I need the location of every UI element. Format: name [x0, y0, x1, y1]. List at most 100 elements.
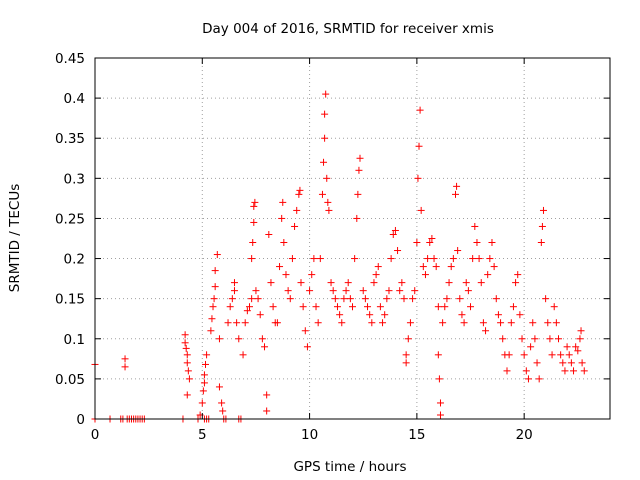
- data-point: [324, 198, 332, 206]
- data-point: [250, 202, 258, 210]
- data-point: [507, 319, 515, 327]
- data-point: [492, 295, 500, 303]
- data-point: [372, 271, 380, 279]
- data-point: [394, 247, 402, 255]
- data-point: [409, 295, 417, 303]
- data-point: [441, 303, 449, 311]
- data-point: [308, 271, 316, 279]
- data-point: [529, 319, 537, 327]
- data-point: [209, 303, 217, 311]
- data-point: [436, 411, 444, 419]
- data-point: [276, 263, 284, 271]
- data-point: [306, 287, 314, 295]
- data-point: [282, 271, 290, 279]
- data-point: [303, 343, 311, 351]
- data-point: [572, 343, 580, 351]
- data-point: [251, 198, 259, 206]
- data-point: [413, 239, 421, 247]
- data-point: [486, 255, 494, 263]
- y-tick-label: 0.3: [64, 171, 85, 187]
- data-point: [359, 287, 367, 295]
- data-point: [389, 230, 397, 238]
- data-point: [215, 383, 223, 391]
- data-point: [211, 283, 219, 291]
- data-point: [210, 295, 218, 303]
- data-point: [354, 190, 362, 198]
- data-point: [499, 335, 507, 343]
- data-point: [505, 351, 513, 359]
- y-tick-label: 0: [76, 412, 85, 428]
- data-point: [320, 158, 328, 166]
- data-point: [565, 351, 573, 359]
- data-point: [349, 303, 356, 311]
- data-point: [567, 359, 575, 367]
- data-point: [580, 367, 588, 375]
- data-point: [230, 279, 238, 287]
- data-point: [366, 311, 374, 319]
- data-point: [250, 218, 258, 226]
- data-point: [552, 319, 560, 327]
- plot-frame: [94, 57, 611, 420]
- data-point: [321, 134, 329, 142]
- data-point: [248, 255, 256, 263]
- data-point: [542, 295, 550, 303]
- data-point: [226, 303, 234, 311]
- x-axis-label: GPS time / hours: [293, 459, 406, 475]
- data-point: [430, 255, 438, 263]
- data-point: [280, 239, 288, 247]
- data-point: [278, 214, 286, 222]
- data-point: [462, 279, 470, 287]
- data-point: [555, 335, 562, 343]
- data-point: [202, 360, 210, 368]
- data-point: [356, 154, 364, 162]
- data-point: [385, 287, 393, 295]
- data-point: [258, 335, 266, 343]
- data-point: [439, 319, 447, 327]
- data-point: [182, 344, 190, 352]
- data-point: [471, 222, 479, 230]
- data-point: [273, 319, 281, 327]
- data-point: [518, 335, 526, 343]
- data-point: [563, 343, 571, 351]
- data-point: [447, 263, 455, 271]
- data-point: [376, 303, 384, 311]
- data-point: [361, 295, 369, 303]
- data-point: [524, 375, 532, 383]
- data-point: [215, 335, 223, 343]
- data-point: [331, 295, 339, 303]
- data-point: [316, 255, 324, 263]
- data-point: [256, 311, 264, 319]
- data-point: [435, 375, 443, 383]
- data-point: [199, 387, 207, 395]
- data-point: [228, 295, 236, 303]
- data-point: [370, 279, 378, 287]
- data-point: [291, 222, 299, 230]
- data-point: [473, 239, 481, 247]
- data-point: [310, 255, 318, 263]
- data-point: [411, 287, 419, 295]
- y-tick-label: 0.2: [64, 252, 85, 268]
- data-point: [398, 279, 406, 287]
- data-point: [181, 331, 189, 339]
- data-point: [211, 267, 219, 275]
- data-point: [494, 311, 502, 319]
- y-tick-label: 0.1: [64, 332, 85, 348]
- data-point: [406, 319, 414, 327]
- x-tick-label: 10: [301, 427, 318, 443]
- data-point: [200, 379, 208, 387]
- data-point: [121, 355, 129, 363]
- data-point: [436, 399, 444, 407]
- data-point: [488, 239, 496, 247]
- data-point: [456, 295, 464, 303]
- data-point: [546, 335, 554, 343]
- data-point: [479, 319, 487, 327]
- data-point: [184, 367, 192, 375]
- data-point: [428, 235, 436, 242]
- data-point: [434, 351, 442, 359]
- data-point: [183, 359, 191, 367]
- data-point: [432, 263, 440, 271]
- data-point: [467, 303, 475, 311]
- data-point: [321, 110, 329, 118]
- data-point: [323, 174, 331, 182]
- data-point: [391, 226, 399, 234]
